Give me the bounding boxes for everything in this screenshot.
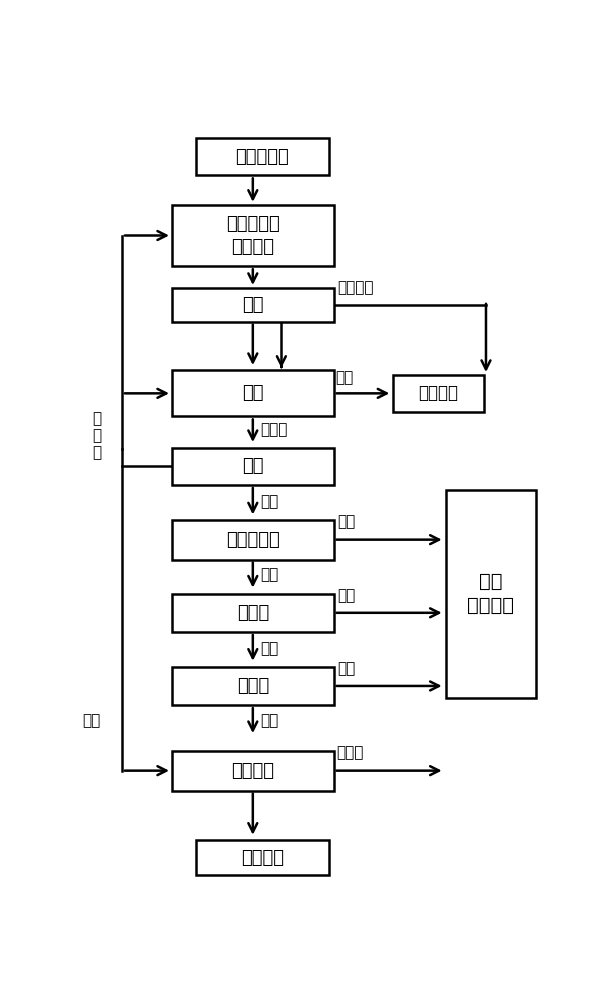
Text: 膜蒸馏: 膜蒸馏: [236, 677, 269, 695]
Text: 软化: 软化: [242, 296, 263, 314]
Bar: [393, 375, 484, 412]
Text: 反渗透浓水: 反渗透浓水: [235, 148, 289, 166]
Text: 电渗析: 电渗析: [236, 604, 269, 622]
Text: 产水: 产水: [338, 588, 356, 603]
Text: 超滤: 超滤: [242, 458, 263, 476]
Text: 冷凝水: 冷凝水: [336, 746, 363, 761]
Text: 分质
供水系统: 分质 供水系统: [467, 572, 515, 615]
Text: 母液: 母液: [82, 713, 100, 728]
Text: 上清液: 上清液: [260, 422, 287, 437]
Bar: [172, 667, 334, 705]
Text: 超重力强化
臭氧氧化: 超重力强化 臭氧氧化: [226, 215, 280, 256]
Text: 蒸发结晶: 蒸发结晶: [231, 762, 274, 780]
Text: 产水: 产水: [338, 515, 356, 530]
Bar: [172, 520, 334, 560]
Bar: [172, 448, 334, 485]
Text: 反渗透系统: 反渗透系统: [226, 531, 280, 549]
Text: 浓水: 浓水: [260, 713, 278, 728]
Text: 固渣: 固渣: [335, 370, 354, 385]
Bar: [196, 138, 329, 175]
Text: 产水: 产水: [260, 494, 278, 509]
Bar: [196, 840, 329, 875]
Bar: [172, 370, 334, 416]
Bar: [172, 594, 334, 632]
Text: 截
留
液: 截 留 液: [92, 411, 101, 461]
Bar: [172, 205, 334, 266]
Text: 固渣废液: 固渣废液: [338, 281, 374, 296]
Bar: [172, 751, 334, 791]
Bar: [172, 288, 334, 322]
Text: 沉降: 沉降: [242, 384, 263, 402]
Text: 结晶盐泥: 结晶盐泥: [241, 849, 284, 867]
Text: 固渣处理: 固渣处理: [418, 384, 459, 402]
Text: 浓水: 浓水: [260, 641, 278, 656]
Text: 产水: 产水: [338, 661, 356, 676]
Bar: [446, 490, 536, 698]
Text: 浓水: 浓水: [260, 568, 278, 583]
